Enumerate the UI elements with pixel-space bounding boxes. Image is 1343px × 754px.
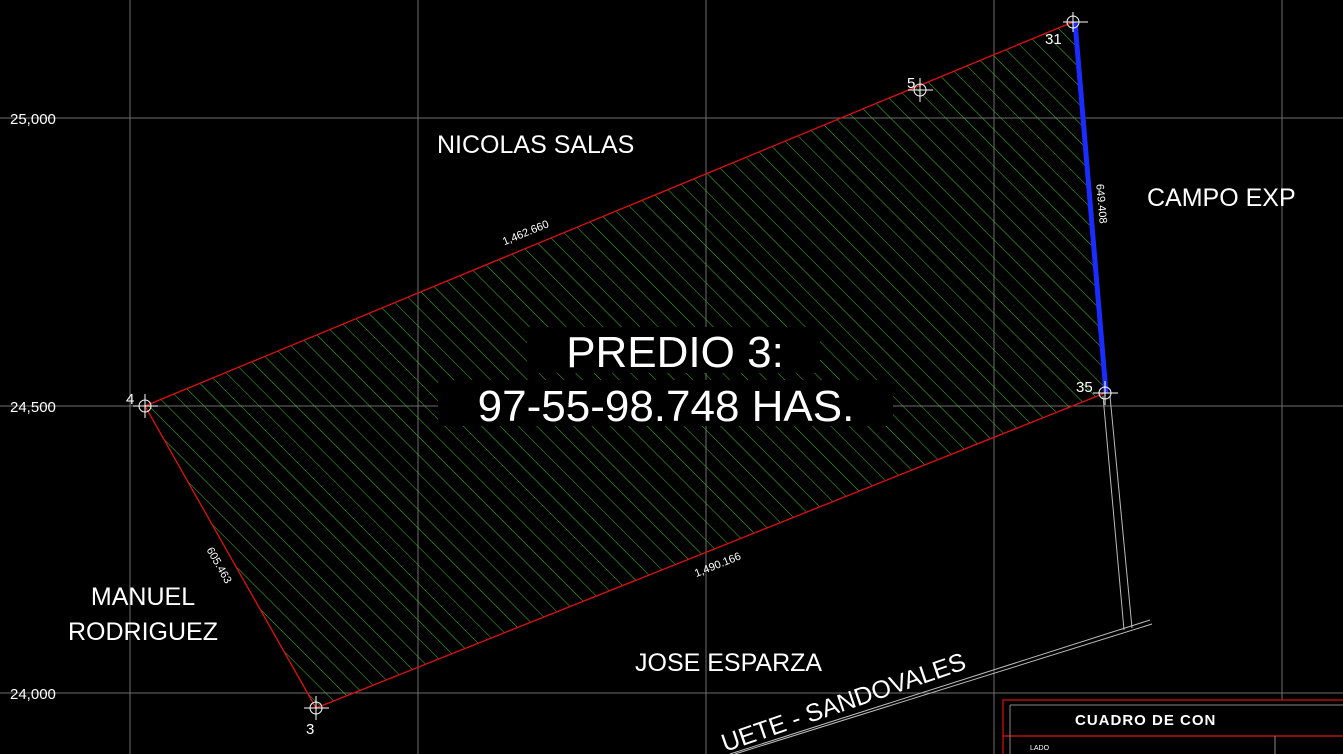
table-header: LADO [1030, 745, 1050, 752]
table-title: CUADRO DE CON [1075, 712, 1216, 729]
point-label: 31 [1045, 31, 1062, 48]
road-lines [729, 395, 1153, 754]
distance-label: 649.408 [1093, 183, 1108, 224]
parcel-boundary [144, 21, 1106, 709]
point-label: 5 [907, 75, 915, 92]
owner-label: MANUEL [91, 583, 195, 611]
owner-label: RODRIGUEZ [68, 618, 218, 646]
parcel-area: 97-55-98.748 HAS. [478, 382, 855, 431]
selected-edge [1072, 21, 1109, 394]
grid-label: 24,000 [10, 686, 56, 703]
point-label: 3 [306, 721, 314, 738]
owner-label: JOSE ESPARZA [635, 649, 822, 677]
grid-label: 24,500 [10, 399, 56, 416]
parcel-name: PREDIO 3: [566, 328, 784, 377]
point-label: 4 [126, 391, 134, 408]
label-mask [438, 380, 893, 426]
owner-label: CAMPO EXP [1147, 184, 1296, 212]
owner-label: NICOLAS SALAS [437, 131, 634, 159]
coordinates-table [1002, 699, 1343, 754]
point-markers [133, 12, 1118, 720]
point-label: 35 [1076, 379, 1093, 396]
grid-label: 25,000 [10, 111, 56, 128]
label-mask [527, 327, 820, 373]
